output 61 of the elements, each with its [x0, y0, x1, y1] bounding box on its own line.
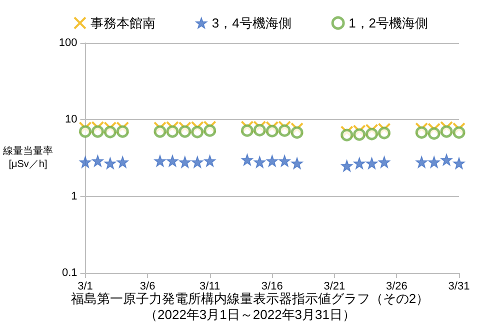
point: [428, 127, 440, 140]
point: [366, 157, 378, 170]
point: [453, 157, 465, 170]
point: [241, 154, 254, 166]
point: [278, 154, 290, 167]
point: [253, 124, 266, 136]
x-tick-label: 3/11: [200, 280, 220, 292]
y-tick-label: 0.1: [62, 267, 78, 279]
point: [240, 124, 254, 137]
point: [353, 157, 366, 170]
point: [79, 156, 92, 168]
text: 福島第一原子力発電所構内線量表示器指示値グラフ（その2）: [70, 291, 430, 306]
point: [204, 124, 216, 137]
legend-label: 事務本館南: [90, 16, 156, 30]
point: [154, 154, 166, 167]
point: [366, 128, 378, 140]
text: （2022年3月1日～2022年3月31日）: [144, 307, 356, 322]
point: [254, 156, 266, 168]
x-tick-label: 3/21: [324, 280, 346, 292]
point: [92, 154, 104, 167]
point: [290, 126, 304, 139]
x-tick-label: 3/26: [386, 280, 408, 292]
y-tick-label: 1: [71, 190, 78, 202]
point: [440, 125, 453, 138]
point: [452, 126, 466, 139]
point: [440, 154, 452, 166]
point: [278, 124, 291, 137]
point: [179, 156, 191, 168]
x-tick-label: 3/1: [78, 280, 93, 292]
point: [191, 156, 204, 168]
point: [378, 156, 390, 168]
point: [204, 154, 216, 167]
point: [353, 128, 366, 141]
point: [116, 125, 129, 138]
point: [178, 125, 192, 138]
point: [291, 157, 303, 170]
point: [166, 125, 179, 138]
x-tick-label: 3/31: [448, 280, 470, 292]
point: [266, 124, 278, 138]
point: [340, 160, 353, 172]
y-axis-title: 線量当量率 [μSv／h]: [2, 145, 53, 170]
x-tick-label: 3/6: [140, 280, 156, 292]
y-tick-label: 100: [58, 37, 78, 49]
point: [104, 126, 116, 138]
point: [79, 125, 92, 138]
point: [166, 154, 178, 167]
point: [415, 126, 428, 139]
point: [266, 154, 278, 167]
point: [428, 156, 440, 168]
point: [116, 156, 129, 168]
point: [340, 128, 354, 142]
point: [104, 157, 116, 170]
legend-label: 1，2号機海側: [348, 16, 428, 30]
y-tick-label: 10: [65, 114, 78, 126]
point: [154, 125, 166, 138]
point: [378, 126, 390, 140]
legend-label: 3，4号機海側: [212, 16, 292, 30]
x-tick-label: 3/16: [261, 280, 283, 292]
point: [191, 126, 204, 138]
point: [91, 125, 104, 138]
point: [416, 156, 428, 168]
